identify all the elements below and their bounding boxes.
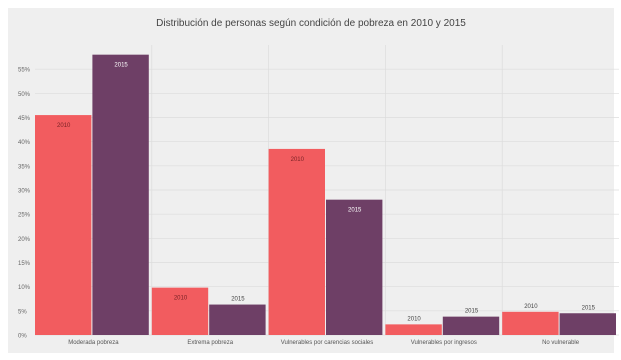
y-tick-label: 20% bbox=[18, 237, 31, 243]
bar-series-label: 2010 bbox=[407, 316, 421, 322]
y-tick-label: 30% bbox=[18, 189, 31, 195]
y-tick-label: 40% bbox=[18, 140, 31, 146]
bar bbox=[92, 54, 149, 336]
bar bbox=[151, 287, 209, 335]
bar-series-label: 2015 bbox=[114, 63, 128, 69]
y-tick-label: 5% bbox=[18, 309, 27, 315]
bar bbox=[326, 199, 383, 335]
bars bbox=[35, 54, 616, 336]
y-tick-label: 35% bbox=[18, 164, 31, 170]
bar-series-label: 2015 bbox=[231, 297, 245, 303]
x-tick-label: Vulnerables por ingresos bbox=[411, 340, 477, 346]
bar bbox=[209, 304, 266, 335]
bar-series-label: 2010 bbox=[174, 296, 188, 302]
bar bbox=[442, 316, 500, 335]
x-tick-label: No vulnerable bbox=[542, 340, 580, 346]
y-axis-ticks: 0% 5% 10% 15% 20% 25% 30% 35% 40% 45% 50% 55% bbox=[18, 68, 31, 340]
y-tick-label: 50% bbox=[18, 92, 31, 98]
bar-labels: 2010 2015 2010 2015 2010 2015 2010 2015 2010 2015 bbox=[57, 63, 596, 323]
x-tick-label: Vulnerables por carencias sociales bbox=[281, 340, 374, 346]
y-tick-label: 10% bbox=[18, 285, 31, 291]
x-tick-label: Moderada pobreza bbox=[68, 340, 119, 346]
bar-series-label: 2010 bbox=[291, 157, 305, 163]
bar bbox=[559, 313, 616, 335]
bar bbox=[268, 148, 325, 335]
chart-title: Distribución de personas según condición… bbox=[156, 18, 466, 29]
y-tick-label: 15% bbox=[18, 261, 31, 267]
bar-series-label: 2015 bbox=[465, 309, 479, 315]
x-axis-ticks: Moderada pobreza Extrema pobreza Vulnerabl… bbox=[68, 340, 580, 346]
y-tick-label: 55% bbox=[18, 68, 31, 74]
bar bbox=[385, 324, 442, 335]
y-tick-label: 0% bbox=[18, 334, 27, 340]
bar bbox=[35, 115, 92, 335]
bar-series-label: 2015 bbox=[582, 305, 596, 311]
bar-series-label: 2010 bbox=[524, 304, 538, 310]
bar-series-label: 2015 bbox=[348, 208, 362, 214]
bar bbox=[502, 311, 559, 335]
x-tick-label: Extrema pobreza bbox=[187, 340, 233, 346]
y-tick-label: 25% bbox=[18, 213, 31, 219]
bar-series-label: 2010 bbox=[57, 123, 71, 129]
y-tick-label: 45% bbox=[18, 116, 31, 122]
